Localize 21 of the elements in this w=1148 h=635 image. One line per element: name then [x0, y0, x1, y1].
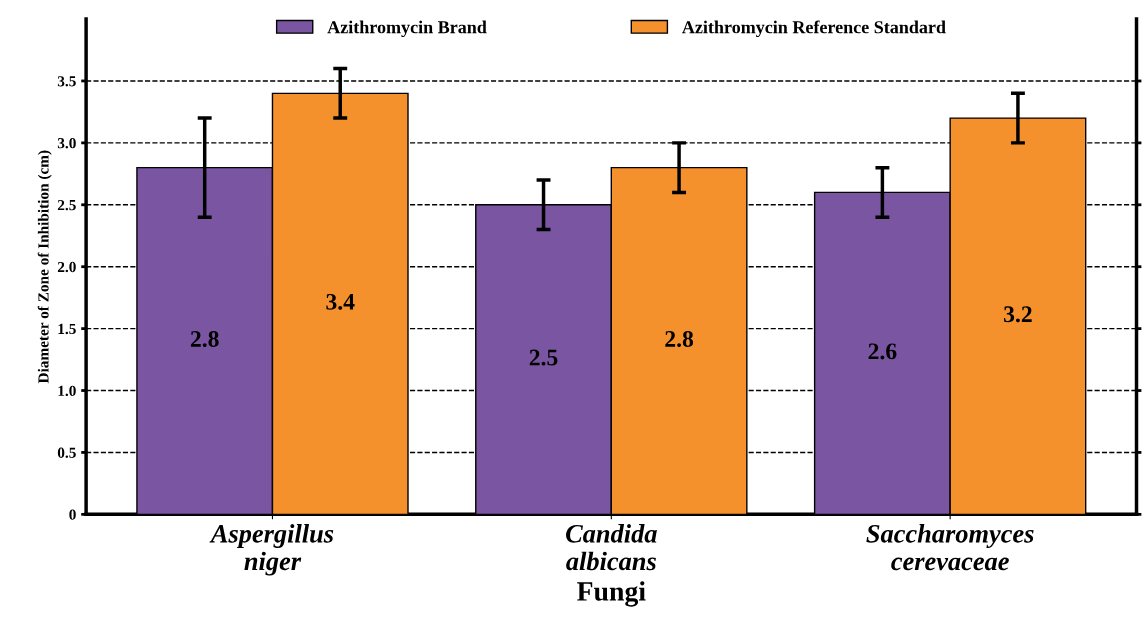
data-label: 2.8 [190, 330, 219, 348]
data-label: 3.2 [1004, 306, 1032, 323]
data-label: 2.8 [665, 330, 694, 348]
legend-label: Azithromycin Brand [327, 20, 487, 38]
y-tick-label: 3.0 [57, 138, 76, 149]
y-tick-label: 2.0 [57, 261, 76, 273]
x-tick-label: Aspergillus niger [209, 524, 334, 576]
y-tick-label: 0 [69, 509, 76, 520]
data-label: 2.6 [868, 343, 897, 360]
x-tick-label: Saccharomyces cerevaceae [866, 524, 1034, 571]
y-tick-label: 1.0 [58, 385, 76, 397]
y-axis-title: Diameter of Zone of Inhibition (cm) [37, 150, 52, 384]
y-tick-label: 2.5 [57, 199, 76, 211]
x-tick-label: Candida albicans [566, 524, 657, 571]
y-tick-label: 0.5 [57, 447, 76, 458]
y-tick-label: 3.5 [57, 76, 76, 87]
y-tick-label: 1.5 [58, 323, 76, 335]
data-label: 3.4 [326, 293, 355, 310]
x-axis-title: Fungi [577, 581, 646, 607]
data-label: 2.5 [529, 349, 558, 366]
legend-label: Azithromycin Reference Standard [682, 20, 946, 38]
